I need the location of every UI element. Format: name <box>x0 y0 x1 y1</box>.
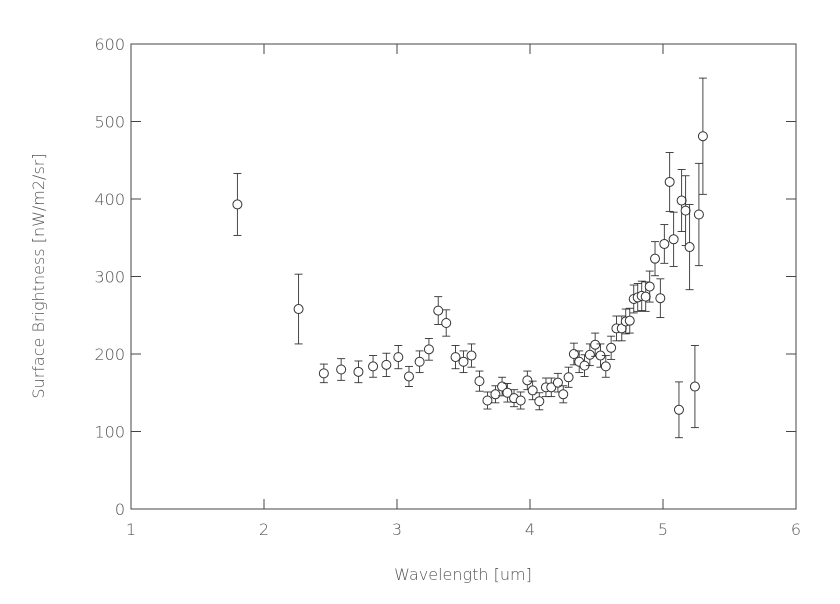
data-point <box>664 176 675 187</box>
data-point <box>441 318 452 328</box>
data-point <box>232 199 243 210</box>
data-point <box>680 205 691 216</box>
data-point <box>466 350 477 361</box>
data-point <box>450 352 461 363</box>
data-point <box>522 375 533 386</box>
data-point <box>563 372 574 383</box>
data-point <box>600 361 611 372</box>
data-point <box>673 404 684 415</box>
data-point <box>423 344 434 355</box>
data-point <box>502 387 513 398</box>
x-tick-label: 4 <box>525 520 535 539</box>
x-tick-label: 5 <box>658 520 668 539</box>
data-point <box>534 396 545 407</box>
data-point <box>552 377 563 388</box>
data-point <box>527 385 538 396</box>
data-point <box>644 281 655 292</box>
data-point <box>590 339 601 350</box>
data-point <box>584 349 595 360</box>
y-tick-label: 300 <box>94 268 125 287</box>
x-tick-label: 6 <box>791 520 801 539</box>
y-tick-label: 200 <box>94 345 125 364</box>
data-point <box>640 291 651 302</box>
data-point <box>655 293 666 304</box>
data-point <box>684 242 695 253</box>
data-point <box>336 364 347 375</box>
data-point <box>624 315 635 326</box>
data-point <box>293 304 304 315</box>
data-point <box>697 131 708 142</box>
data-point <box>393 352 404 363</box>
data-point <box>474 376 485 387</box>
data-point <box>353 366 364 377</box>
data-point <box>659 238 670 249</box>
data-point <box>546 382 557 393</box>
data-point <box>568 349 579 359</box>
x-tick-label: 1 <box>126 520 136 539</box>
data-point <box>318 368 329 379</box>
data-point <box>668 234 679 245</box>
data-point <box>497 381 508 392</box>
data-point <box>650 253 661 264</box>
data-point <box>515 395 526 406</box>
y-axis-label: Surface Brightness [nW/m2/sr] <box>29 153 48 398</box>
data-point <box>368 361 379 372</box>
x-tick-label: 3 <box>392 520 402 539</box>
data-point <box>490 389 501 400</box>
plot-frame <box>130 43 797 510</box>
data-point <box>676 195 687 206</box>
data-point <box>414 356 425 367</box>
data-point <box>403 371 414 382</box>
data-point <box>482 395 493 406</box>
data-point <box>558 389 569 400</box>
y-tick-label: 500 <box>94 113 125 132</box>
data-point <box>693 209 704 220</box>
y-tick-label: 400 <box>94 190 125 209</box>
data-point <box>689 381 700 392</box>
data-point <box>433 305 444 316</box>
data-point <box>381 359 392 370</box>
data-point <box>458 356 469 367</box>
y-tick-label: 0 <box>115 500 125 519</box>
y-tick-label: 600 <box>94 35 125 54</box>
x-axis-label: Wavelength [um] <box>394 565 532 584</box>
y-tick-label: 100 <box>94 423 125 442</box>
data-point <box>606 342 617 353</box>
x-tick-label: 2 <box>259 520 269 539</box>
